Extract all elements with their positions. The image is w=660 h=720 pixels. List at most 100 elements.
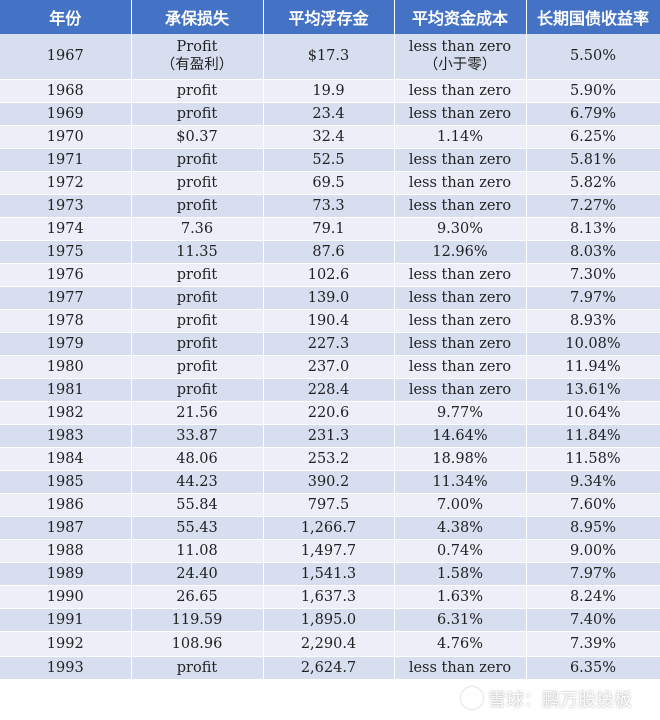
cell-treasury-yield: 8.24% (526, 585, 660, 609)
table-row: 1974 7.36 79.1 9.30% 8.13% (0, 217, 660, 241)
cell-cost-of-funds: 4.76% (394, 631, 527, 657)
cell-treasury-yield: 10.08% (526, 332, 660, 356)
cell-underwriting-loss: 11.35 (131, 240, 264, 264)
cell-underwriting-loss: 7.36 (131, 217, 264, 241)
cell-year: 1980 (0, 355, 132, 379)
cell-underwriting-loss: 11.08 (131, 539, 264, 563)
cell-underwriting-loss: profit (131, 263, 264, 287)
cell-underwriting-loss: 24.40 (131, 562, 264, 586)
cell-year: 1982 (0, 401, 132, 425)
cell-underwriting-loss: profit (131, 79, 264, 103)
cell-treasury-yield: 5.81% (526, 148, 660, 172)
cell-cost-of-funds: 0.74% (394, 539, 527, 563)
cell-average-float: 1,637.3 (263, 585, 395, 609)
cell-year: 1993 (0, 656, 132, 680)
cell-underwriting-loss: profit (131, 378, 264, 402)
cell-year: 1981 (0, 378, 132, 402)
cell-year: 1978 (0, 309, 132, 333)
cell-treasury-yield: 7.39% (526, 631, 660, 657)
cell-average-float: 19.9 (263, 79, 395, 103)
cell-year: 1975 (0, 240, 132, 264)
cell-underwriting-loss: 21.56 (131, 401, 264, 425)
cell-average-float: 79.1 (263, 217, 395, 241)
cell-average-float: 253.2 (263, 447, 395, 471)
cell-underwriting-loss: $0.37 (131, 125, 264, 149)
cell-average-float: 237.0 (263, 355, 395, 379)
table-body: 1967 Profit （有盈利） $17.3 less than zero （小于零） 5… (0, 34, 660, 680)
cell-treasury-yield: 13.61% (526, 378, 660, 402)
cell-cost-of-funds: 18.98% (394, 447, 527, 471)
table-row: 1988 11.08 1,497.7 0.74% 9.00% (0, 539, 660, 563)
cell-underwriting-loss: 119.59 (131, 608, 264, 632)
cell-average-float: 797.5 (263, 493, 395, 517)
table-row: 1975 11.35 87.6 12.96% 8.03% (0, 240, 660, 264)
cell-treasury-yield: 7.97% (526, 562, 660, 586)
cell-underwriting-loss: profit (131, 355, 264, 379)
cell-underwriting-loss: 33.87 (131, 424, 264, 448)
cell-year: 1983 (0, 424, 132, 448)
cell-year: 1987 (0, 516, 132, 540)
cell-treasury-yield: 7.27% (526, 194, 660, 218)
cell-average-float: 190.4 (263, 309, 395, 333)
cell-average-float: 390.2 (263, 470, 395, 494)
cell-cost-of-funds: less than zero (394, 378, 527, 402)
cell-underwriting-loss: profit (131, 148, 264, 172)
cell-underwriting-loss: profit (131, 102, 264, 126)
cell-treasury-yield: 10.64% (526, 401, 660, 425)
cell-year: 1986 (0, 493, 132, 517)
col-header-treasury-yield: 长期国债收益率 (526, 0, 660, 34)
table-row: 1972 profit 69.5 less than zero 5.82% (0, 171, 660, 195)
cell-cost-of-funds: 1.63% (394, 585, 527, 609)
cell-cost-of-funds: less than zero (394, 148, 527, 172)
table-row: 1977 profit 139.0 less than zero 7.97% (0, 286, 660, 310)
table-row: 1967 Profit （有盈利） $17.3 less than zero （小于零） 5… (0, 34, 660, 80)
cell-average-float: 1,541.3 (263, 562, 395, 586)
cell-treasury-yield: 6.79% (526, 102, 660, 126)
cell-treasury-yield: 5.50% (526, 34, 660, 80)
cell-year: 1967 (0, 34, 132, 80)
cell-average-float: 139.0 (263, 286, 395, 310)
cell-underwriting-loss: profit (131, 656, 264, 680)
cell-treasury-yield: 11.58% (526, 447, 660, 471)
table-row: 1968 profit 19.9 less than zero 5.90% (0, 79, 660, 103)
cell-year: 1972 (0, 171, 132, 195)
table-row: 1973 profit 73.3 less than zero 7.27% (0, 194, 660, 218)
cell-treasury-yield: 11.94% (526, 355, 660, 379)
cell-average-float: 1,266.7 (263, 516, 395, 540)
cell-underwriting-loss: 26.65 (131, 585, 264, 609)
cell-year: 1990 (0, 585, 132, 609)
cell-year: 1969 (0, 102, 132, 126)
table-row: 1991 119.59 1,895.0 6.31% 7.40% (0, 608, 660, 632)
cell-cost-of-funds: less than zero (394, 286, 527, 310)
cell-treasury-yield: 7.97% (526, 286, 660, 310)
header-row: 年份 承保损失 平均浮存金 平均资金成本 长期国债收益率 (0, 0, 660, 34)
cell-cost-of-funds: 9.77% (394, 401, 527, 425)
cell-treasury-yield: 6.35% (526, 656, 660, 680)
cell-treasury-yield: 5.82% (526, 171, 660, 195)
cell-underwriting-loss: 55.84 (131, 493, 264, 517)
cell-cost-of-funds: 9.30% (394, 217, 527, 241)
cell-cost-of-funds: less than zero (394, 102, 527, 126)
cell-treasury-yield: 9.34% (526, 470, 660, 494)
cell-average-float: 1,497.7 (263, 539, 395, 563)
cell-underwriting-loss: profit (131, 332, 264, 356)
table-row: 1983 33.87 231.3 14.64% 11.84% (0, 424, 660, 448)
cell-average-float: 23.4 (263, 102, 395, 126)
cell-year: 1989 (0, 562, 132, 586)
cell-underwriting-loss: profit (131, 309, 264, 333)
cell-cost-of-funds: 4.38% (394, 516, 527, 540)
cell-cost-of-funds: less than zero (394, 309, 527, 333)
table-row: 1976 profit 102.6 less than zero 7.30% (0, 263, 660, 287)
cell-average-float: 2,624.7 (263, 656, 395, 680)
cell-cost-of-funds: less than zero (394, 263, 527, 287)
cell-treasury-yield: 8.03% (526, 240, 660, 264)
cell-cost-of-funds: 14.64% (394, 424, 527, 448)
cell-year: 1985 (0, 470, 132, 494)
cell-treasury-yield: 7.40% (526, 608, 660, 632)
cell-average-float: 220.6 (263, 401, 395, 425)
table-row: 1984 48.06 253.2 18.98% 11.58% (0, 447, 660, 471)
cell-cost-of-funds: 7.00% (394, 493, 527, 517)
table-row: 1985 44.23 390.2 11.34% 9.34% (0, 470, 660, 494)
cell-cost-of-funds: less than zero (394, 79, 527, 103)
cell-year: 1970 (0, 125, 132, 149)
